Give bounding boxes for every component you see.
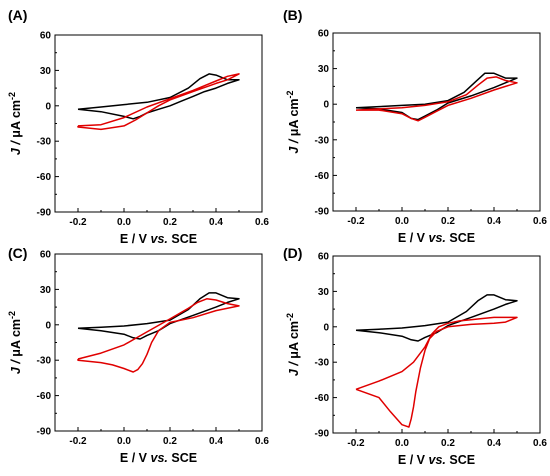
y-axis-label-part: μA cm [287,98,301,136]
y-axis-label-part: J / [9,357,23,374]
x-tick-label: 0.0 [117,217,131,228]
x-tick-label: 0.4 [487,438,501,449]
y-tick-label: -90 [37,208,52,219]
y-tick-label: -90 [315,207,330,218]
y-tick-label: -90 [315,429,330,440]
y-tick-label: -90 [37,427,52,438]
y-axis-label-part: J / [287,359,301,376]
x-axis-label-part: E / V [398,453,429,467]
chart-panel-1: -0.2 0.0 0.2 0.4 0.6 -90 -60 -30 0 30 60 E / V vs. … [7,7,269,246]
y-tick-label: 0 [323,322,329,333]
x-axis-label-part: E / V [120,451,151,465]
y-tick-label: 30 [318,64,330,75]
x-axis-label: E / V vs. SCE [398,453,475,467]
x-tick-label: 0.2 [441,216,455,227]
y-tick-label: 60 [318,252,330,263]
y-axis-label-part: -2 [7,92,17,100]
x-tick-label: 0.4 [487,216,501,227]
x-tick-label: -0.2 [347,438,365,449]
y-tick-label: -60 [37,391,52,402]
panel-label: (B) [283,7,302,23]
y-tick-label: -30 [37,137,52,148]
y-axis-label-part: -2 [7,311,17,319]
y-axis-label-part: μA cm [287,321,301,359]
x-axis-label-part: vs. [151,451,168,465]
x-tick-label: 0.4 [209,217,223,228]
panel-label: (C) [8,245,27,261]
x-axis-label-part: E / V [120,232,151,246]
x-tick-label: 0.2 [163,217,177,228]
y-axis-label: J / μA cm-2 [285,313,301,376]
y-axis-label: J / μA cm-2 [7,92,23,155]
series-line-red [77,298,240,373]
x-tick-label: 0.6 [533,216,547,227]
plot-frame [332,32,541,212]
series-line-red [77,73,240,131]
x-tick-label: 0.6 [255,436,269,447]
x-tick-label: 0.2 [441,438,455,449]
panel-label: (A) [8,7,27,23]
y-tick-label: 60 [40,250,52,261]
x-axis-label-part: vs. [151,232,168,246]
x-axis-label-part: SCE [168,232,197,246]
x-tick-label: 0.0 [395,438,409,449]
y-tick-label: -30 [37,356,52,367]
series-line-black [355,294,518,342]
y-axis-label-part: J / [287,136,301,153]
y-tick-label: 30 [40,285,52,296]
chart-panel-2: -0.2 0.0 0.2 0.4 0.6 -90 -60 -30 0 30 60 E / V vs. … [283,7,547,245]
x-axis-label-part: vs. [429,453,446,467]
x-tick-label: -0.2 [69,436,87,447]
y-tick-label: 0 [45,101,51,112]
x-axis-label: E / V vs. SCE [398,231,475,245]
x-axis-label-part: SCE [168,451,197,465]
plot-frame [332,255,541,434]
y-tick-label: -30 [315,358,330,369]
x-axis-label-part: vs. [429,231,446,245]
x-tick-label: 0.4 [209,436,223,447]
y-axis-label-part: -2 [285,313,295,321]
y-axis-label-part: -2 [285,90,295,98]
plot-frame [54,253,263,432]
y-tick-label: -60 [315,393,330,404]
x-tick-label: 0.6 [255,217,269,228]
x-tick-label: 0.6 [533,438,547,449]
x-tick-label: 0.0 [395,216,409,227]
y-axis-label-part: μA cm [9,319,23,357]
x-tick-label: -0.2 [69,217,87,228]
y-tick-label: 30 [318,287,330,298]
x-axis-label-part: SCE [446,231,475,245]
x-tick-label: 0.2 [163,436,177,447]
y-tick-label: -60 [37,172,52,183]
y-tick-label: 0 [323,100,329,111]
plot-frame [54,34,263,213]
series-line-black [355,72,518,121]
y-tick-label: 30 [40,66,52,77]
y-tick-label: -60 [315,171,330,182]
y-tick-label: -30 [315,135,330,146]
y-axis-label-part: μA cm [9,100,23,138]
y-tick-label: 0 [45,320,51,331]
x-axis-label-part: E / V [398,231,429,245]
chart-panel-3: -0.2 0.0 0.2 0.4 0.6 -90 -60 -30 0 30 60 E / V vs. … [7,245,269,465]
x-axis-label: E / V vs. SCE [120,232,197,246]
y-axis-label: J / μA cm-2 [7,311,23,374]
x-axis-label-part: SCE [446,453,475,467]
y-tick-label: 60 [40,31,52,42]
panel-label: (D) [283,245,302,261]
series-line-red [355,316,518,428]
x-tick-label: 0.0 [117,436,131,447]
chart-panel-4: -0.2 0.0 0.2 0.4 0.6 -90 -60 -30 0 30 60 E / V vs. … [283,245,547,467]
y-tick-label: 60 [318,29,330,40]
series-line-black [77,73,240,120]
series-line-red [355,76,518,122]
y-axis-label: J / μA cm-2 [285,90,301,153]
x-tick-label: -0.2 [347,216,365,227]
y-axis-label-part: J / [9,138,23,155]
x-axis-label: E / V vs. SCE [120,451,197,465]
